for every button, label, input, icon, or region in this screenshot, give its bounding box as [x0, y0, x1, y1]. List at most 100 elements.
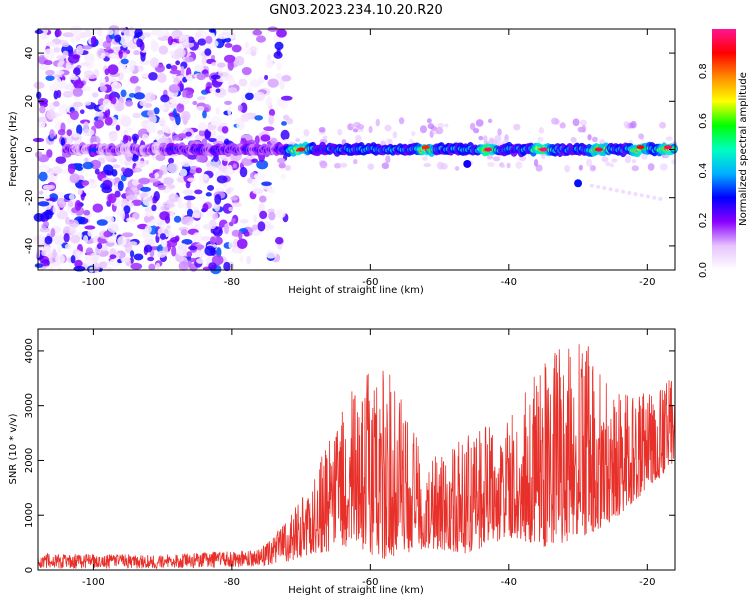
spectrogram-cell [257, 221, 266, 232]
spectrogram-cell [57, 267, 62, 272]
spectrogram-cell [426, 118, 432, 124]
spectrogram-cell [84, 157, 89, 163]
spectrogram-cell [251, 230, 262, 237]
spectrogram-cell [245, 154, 256, 160]
spectrogram-cell [133, 50, 140, 56]
spectrogram-cell [132, 136, 138, 145]
spectrogram-cell [215, 88, 221, 93]
spectrogram-cell [233, 247, 240, 254]
spectrogram-cell [337, 128, 343, 136]
spectrogram-cell [54, 76, 62, 88]
spectrogram-cell [147, 109, 155, 117]
spectrogram-cell [94, 119, 105, 129]
spectrogram-cell [38, 65, 50, 71]
spectrogram-cell [264, 74, 269, 81]
spectrogram-cell [221, 29, 233, 39]
spectrogram-cell [497, 128, 502, 136]
spectrogram-cell [614, 188, 619, 193]
spectrogram-cell [195, 167, 203, 174]
spectrogram-cell [118, 49, 124, 59]
spectrogram-cell [209, 236, 216, 245]
spectrogram-image [32, 25, 678, 275]
spectrogram-cell [159, 233, 166, 240]
spectrogram-cell [368, 125, 373, 134]
snr-line [37, 344, 676, 570]
spectrogram-cell [203, 174, 209, 181]
spectrogram-cell [157, 250, 167, 258]
spectrogram-cell [251, 179, 259, 188]
spectrogram-cell [285, 117, 294, 125]
spectrogram-cell [77, 188, 83, 196]
spectrogram-cell [109, 254, 117, 259]
spectrogram-cell [155, 153, 166, 162]
spectrogram-cell [353, 159, 358, 165]
spectrogram-cell [39, 227, 51, 233]
spectrogram-cell [79, 32, 87, 39]
y-tick-label: 4000 [24, 338, 35, 363]
spectrogram-cell [240, 113, 251, 122]
snr-x-axis: -100 -80 -60 -40 -20 [82, 329, 655, 588]
spectrogram-cell [591, 136, 598, 143]
spectrogram-cell [274, 236, 284, 245]
spectrogram-cell [168, 157, 175, 164]
spectrogram-cell [384, 124, 392, 132]
spectrogram-cell [208, 137, 217, 143]
spectrogram-cell [81, 180, 90, 186]
spectrogram-cell [601, 156, 609, 163]
colorbar-tick-label: 0.0 [698, 262, 709, 278]
spectrogram-cell [285, 164, 291, 171]
spectrogram-cell [155, 29, 165, 38]
spectrogram-cell [248, 87, 253, 93]
spectrogram-cell [36, 91, 42, 100]
spectrogram-cell [117, 236, 127, 247]
spectrogram-cell [602, 186, 607, 191]
spectrogram-cell [355, 134, 362, 143]
spectrogram-cell [120, 167, 126, 173]
spectrogram-cell [38, 195, 51, 200]
spectrogram-cell [122, 134, 129, 145]
spectrogram-cell [216, 62, 226, 68]
spectrogram-cell [319, 160, 328, 169]
spectrogram-cell [207, 184, 215, 191]
spectrogram-cell [50, 228, 56, 238]
spectrogram-cell [639, 193, 644, 198]
spectrogram-cell [608, 187, 613, 192]
spectrogram-cell [109, 103, 115, 109]
spectrogram-cell [197, 122, 207, 131]
spectrogram-cell [533, 159, 539, 167]
spectrogram-cell [231, 44, 242, 53]
spectrogram-cell [216, 175, 228, 184]
spectrogram-cell [263, 126, 275, 132]
spectrogram-cell [267, 78, 279, 88]
spectrogram-cell [176, 103, 185, 113]
spectrogram-cell [204, 48, 212, 56]
spectrogram-cell [261, 181, 272, 187]
spectrogram-cell [122, 41, 128, 48]
spectrogram-cell [228, 240, 234, 249]
spectrogram-cell [178, 261, 190, 271]
spectrogram-cell [160, 177, 165, 183]
spectrogram-cell [231, 217, 236, 223]
spectrogram-blob [463, 159, 472, 168]
spectrogram-cell [350, 123, 358, 128]
spectrogram-cell [500, 163, 506, 169]
spectrogram-cell [154, 172, 159, 178]
spectrogram-cell [112, 164, 121, 169]
spectrogram-cell [146, 125, 157, 133]
spectrogram-cell [40, 35, 49, 40]
spectrogram-cell [277, 157, 286, 164]
spectrogram-cell [133, 253, 144, 261]
spectrogram-cell [435, 127, 444, 135]
spectrogram-cell [589, 164, 596, 172]
spectrogram-cell [223, 54, 236, 63]
spectrogram-cell [179, 168, 188, 177]
x-tick-label: -100 [82, 277, 105, 288]
spectrogram-cell [206, 165, 217, 172]
spectrogram-cell [475, 119, 484, 127]
spectrogram-cell [133, 92, 146, 100]
spectrogram-cell [110, 96, 117, 105]
spectrogram-cell [38, 190, 44, 195]
spectrogram-cell [150, 41, 159, 52]
spectrogram-cell [45, 41, 56, 47]
spectrogram-cell [596, 184, 601, 189]
